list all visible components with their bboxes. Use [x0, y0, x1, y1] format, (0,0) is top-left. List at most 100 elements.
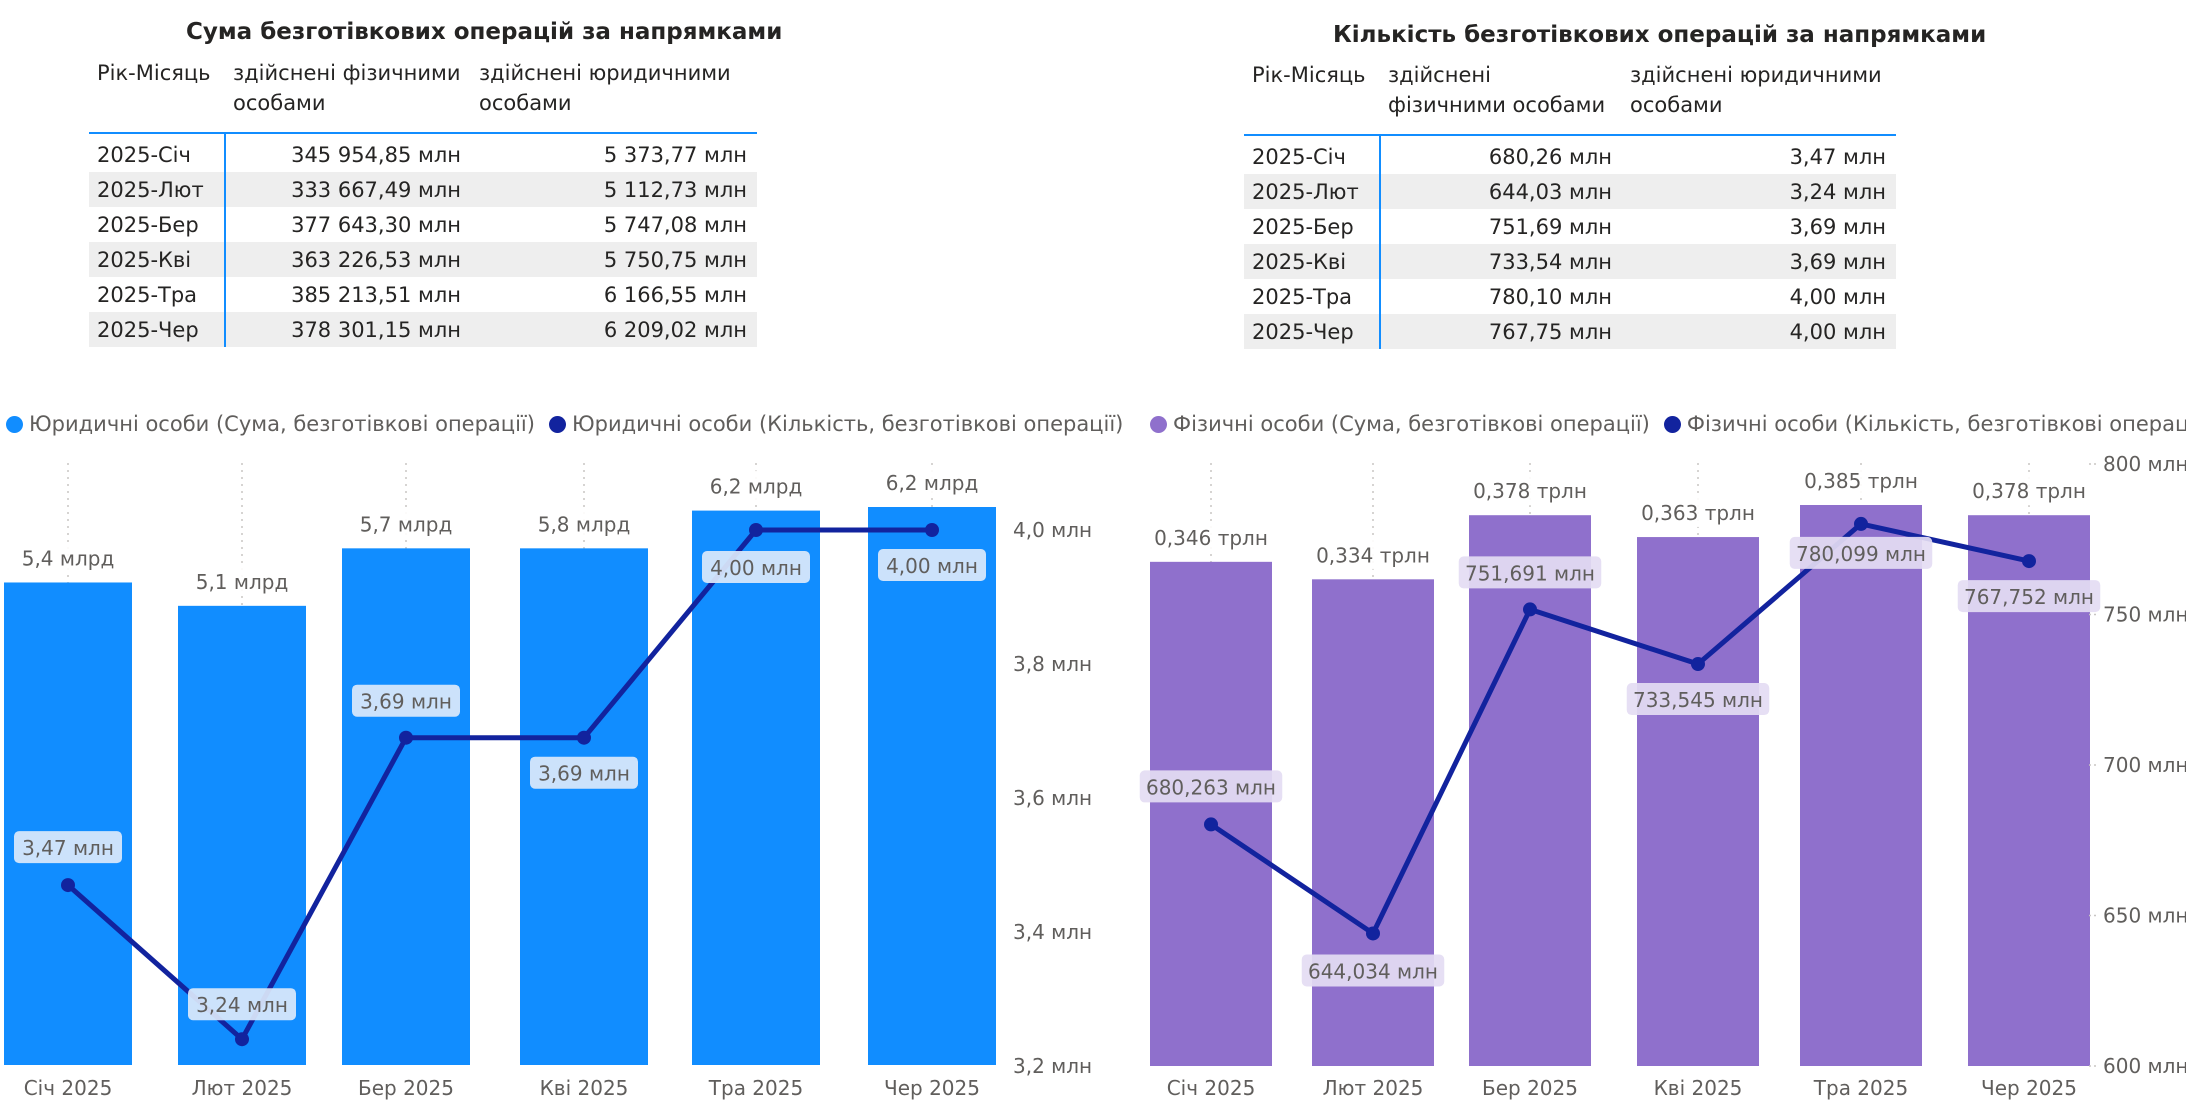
line-point: [1204, 817, 1218, 832]
bar-data-label: 0,385 трлн: [1804, 469, 1918, 493]
table-row[interactable]: 2025-Січ 345 954,85 млн 5 373,77 млн: [89, 133, 757, 172]
line-label-bg: [1458, 556, 1602, 589]
line-label-bg: [188, 988, 296, 1021]
legend-item-physical-count[interactable]: Фізичні особи (Кількість, безготівкові о…: [1663, 412, 2186, 436]
table-row[interactable]: 2025-Бер 377 643,30 млн 5 747,08 млн: [89, 207, 757, 242]
cell-month: 2025-Січ: [1244, 135, 1381, 174]
cell-month: 2025-Тра: [1244, 279, 1381, 314]
column-header-physical[interactable]: здійснені фізичними особами: [1388, 63, 1606, 117]
column-header-physical[interactable]: здійснені фізичними особами: [233, 61, 461, 115]
legend-label: Юридичні особи (Сума, безготівкові опера…: [29, 412, 535, 436]
cell-physical: 363 226,53 млн: [225, 242, 471, 277]
x-axis-tick-label: Бер 2025: [1482, 1076, 1578, 1100]
cell-month: 2025-Чер: [1244, 314, 1381, 349]
column-header-legal[interactable]: здійснені юридичними особами: [479, 61, 731, 115]
cell-physical: 780,10 млн: [1488, 284, 1612, 309]
cell-month: 2025-Тра: [89, 277, 226, 312]
bar-label-bg: [1967, 475, 2091, 506]
bar-data-label: 0,363 трлн: [1641, 501, 1755, 525]
legend-item-legal-sum[interactable]: Юридичні особи (Сума, безготівкові опера…: [6, 412, 535, 436]
cell-physical: 333 667,49 млн: [225, 172, 471, 207]
table-row[interactable]: 2025-Чер 378 301,15 млн 6 209,02 млн: [89, 312, 757, 347]
legend-item-physical-sum[interactable]: Фізичні особи (Сума, безготівкові операц…: [1150, 412, 1650, 436]
cell-legal: 6 166,55 млн: [603, 282, 747, 307]
y-axis-tick-label: 3,4 млн: [1013, 920, 1092, 944]
cell-month: 2025-Кві: [89, 242, 226, 277]
y-axis-tick-label: 3,6 млн: [1013, 786, 1092, 810]
line-data-label: 4,00 млн: [886, 554, 978, 578]
x-axis-tick-label: Бер 2025: [358, 1076, 454, 1100]
line-label-bg: [1301, 954, 1445, 987]
y-axis-tick-label: 650 млн: [2103, 904, 2186, 928]
line-label-bg: [352, 684, 460, 717]
bar-label-bg: [1149, 521, 1273, 552]
x-axis-tick-label: Тра 2025: [1813, 1076, 1908, 1100]
column-header-month[interactable]: Рік-Місяць: [97, 61, 211, 85]
bar-data-label: 0,378 трлн: [1972, 479, 2086, 503]
legend-dot-legal-count: [548, 415, 566, 433]
cell-legal: 4,00 млн: [1789, 284, 1886, 309]
line-point: [1854, 516, 1868, 531]
table-row[interactable]: 2025-Кві 363 226,53 млн 5 750,75 млн: [89, 242, 757, 277]
table-row[interactable]: 2025-Тра 780,10 млн 4,00 млн: [1244, 279, 1896, 314]
bar-label-bg: [1311, 539, 1435, 570]
line-data-label: 3,69 млн: [538, 762, 630, 786]
table-row[interactable]: 2025-Січ 680,26 млн 3,47 млн: [1244, 135, 1896, 174]
bar-label-bg: [1636, 497, 1760, 528]
table-row[interactable]: 2025-Кві 733,54 млн 3,69 млн: [1244, 244, 1896, 279]
line-data-label: 644,034 млн: [1308, 959, 1438, 983]
x-axis-tick-label: Січ 2025: [1167, 1076, 1256, 1100]
bar: [868, 507, 996, 1065]
line-label-bg: [702, 551, 810, 583]
x-axis-tick-label: Кві 2025: [1654, 1076, 1743, 1100]
legend-label: Фізичні особи (Кількість, безготівкові о…: [1686, 412, 2186, 436]
table-row[interactable]: 2025-Лют 644,03 млн 3,24 млн: [1244, 174, 1896, 209]
bar: [342, 548, 470, 1065]
bar-label-bg: [1468, 475, 1592, 506]
bar-label-bg: [1799, 465, 1923, 495]
legend-dot-physical-sum: [1150, 415, 1167, 433]
bar: [1150, 561, 1272, 1066]
sum-table-title: Сума безготівкових операцій за напрямкам…: [186, 19, 783, 45]
x-axis-tick-label: Чер 2025: [884, 1076, 980, 1100]
table-row[interactable]: 2025-Чер 767,75 млн 4,00 млн: [1244, 314, 1896, 349]
line-point: [577, 730, 591, 745]
line-label-bg: [1789, 536, 1933, 569]
cell-physical: 751,69 млн: [1488, 214, 1612, 239]
line-point: [925, 523, 939, 537]
column-header-legal[interactable]: здійснені юридичними особами: [1630, 63, 1882, 117]
bar-data-label: 0,334 трлн: [1316, 543, 1430, 567]
line-point: [1691, 657, 1705, 672]
cell-month: 2025-Чер: [89, 312, 226, 347]
table-row[interactable]: 2025-Тра 385 213,51 млн 6 166,55 млн: [89, 277, 757, 312]
line-label-bg: [14, 831, 122, 864]
bar-label-bg: [870, 467, 994, 497]
table-row[interactable]: 2025-Бер 751,69 млн 3,69 млн: [1244, 209, 1896, 244]
cell-legal: 3,24 млн: [1622, 174, 1896, 209]
cell-physical: 378 301,15 млн: [225, 312, 471, 347]
bar: [692, 510, 820, 1065]
cell-physical: 345 954,85 млн: [291, 142, 461, 167]
line-data-label: 3,24 млн: [196, 993, 288, 1017]
y-axis-tick-label: 3,2 млн: [1013, 1054, 1092, 1078]
cell-month: 2025-Бер: [89, 207, 226, 242]
bar: [1469, 515, 1591, 1066]
cell-month: 2025-Лют: [1244, 174, 1381, 209]
line-point: [399, 730, 413, 745]
line-point: [1523, 602, 1537, 617]
y-axis-tick-label: 800 млн: [2103, 452, 2186, 476]
x-axis-tick-label: Січ 2025: [24, 1076, 113, 1100]
cell-legal: 6 209,02 млн: [471, 312, 757, 347]
table-row[interactable]: 2025-Лют 333 667,49 млн 5 112,73 млн: [89, 172, 757, 207]
x-axis-tick-label: Тра 2025: [708, 1076, 803, 1100]
y-axis-tick-label: 4,0 млн: [1013, 518, 1092, 542]
column-header-month[interactable]: Рік-Місяць: [1252, 63, 1366, 87]
count-table: Рік-Місяць здійснені фізичними особами з…: [1244, 56, 1896, 349]
sum-table: Рік-Місяць здійснені фізичними особами з…: [89, 54, 757, 347]
cell-legal: 5 112,73 млн: [471, 172, 757, 207]
legend-item-legal-count[interactable]: Юридичні особи (Кількість, безготівкові …: [548, 412, 1123, 436]
x-axis-tick-label: Лют 2025: [192, 1076, 293, 1100]
x-axis-tick-label: Чер 2025: [1981, 1076, 2077, 1100]
line-label-bg: [1957, 580, 2101, 613]
